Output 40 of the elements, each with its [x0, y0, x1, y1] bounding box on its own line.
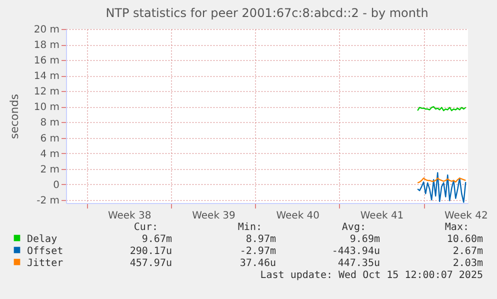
line-series	[416, 172, 466, 203]
x-tick-label: Week 40	[276, 210, 320, 222]
chart-title: NTP statistics for peer 2001:67c:8:abcd::2 - by month	[106, 6, 428, 20]
y-tick-label: 16 m	[34, 56, 60, 67]
y-tick-label: 4 m	[40, 148, 60, 160]
text: -2.97m	[240, 246, 276, 257]
y-tick-label: 14 m	[34, 71, 60, 82]
x-tick-label: Week 42	[444, 210, 488, 222]
text: 2.67m	[452, 246, 483, 257]
x-tick-label: Week 41	[360, 210, 404, 222]
text: 8.97m	[246, 234, 276, 245]
x-tick-label: Week 38	[108, 210, 152, 222]
text: -443.94u	[332, 246, 380, 257]
text: Avg:	[342, 222, 366, 233]
y-tick-label: 6 m	[40, 133, 60, 144]
y-tick-label: -2 m	[36, 195, 60, 206]
text: Last update: Wed Oct 15 12:00:07 2025	[260, 270, 483, 281]
text: Max:	[444, 222, 469, 233]
text: 457.97u	[130, 258, 172, 269]
y-tick-label: 2 m	[40, 164, 60, 176]
text: 9.67m	[142, 234, 172, 245]
y-tick-label: 12 m	[34, 86, 60, 98]
text: 2.03m	[452, 258, 483, 269]
legend-label: Delay	[27, 234, 58, 245]
text: 290.17u	[130, 246, 172, 257]
y-tick-label: 20 m	[34, 24, 60, 36]
text: 37.46u	[240, 258, 276, 269]
y-tick-label: 10 m	[34, 102, 60, 114]
y-tick-label: 18 m	[34, 40, 60, 52]
y-tick-label: 0	[53, 180, 60, 191]
y-axis-title: seconds	[8, 94, 21, 139]
y-tick-label: 8 m	[40, 118, 60, 129]
x-tick-label: Week 39	[192, 210, 236, 222]
text: 447.35u	[338, 258, 380, 269]
text: 10.60m	[446, 234, 483, 245]
text: Cur:	[134, 222, 158, 233]
text: 9.69m	[350, 234, 380, 245]
legend-label: Jitter	[27, 258, 64, 269]
text: Min:	[238, 222, 262, 233]
legend-label: Offset	[27, 246, 64, 257]
